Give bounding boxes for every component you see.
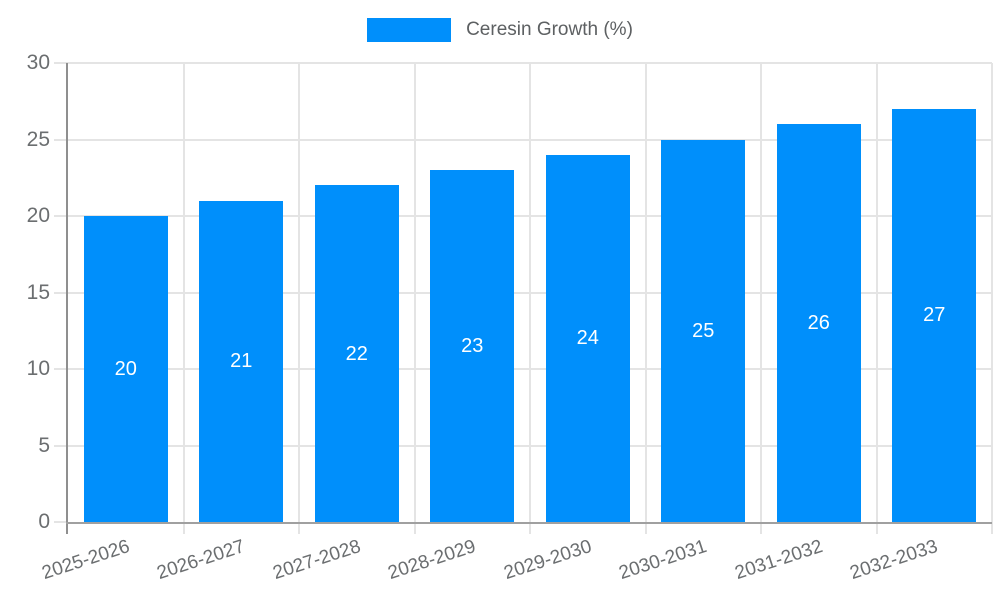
y-axis-line xyxy=(66,63,68,534)
bar-value-label: 20 xyxy=(114,358,137,380)
y-axis-tick xyxy=(54,521,68,523)
x-axis-category-label: 2027-2028 xyxy=(270,536,364,585)
y-axis-tick xyxy=(54,138,68,141)
y-axis-tick-label: 15 xyxy=(26,280,50,304)
x-axis-tick xyxy=(298,522,300,534)
x-axis-category-label: 2029-2030 xyxy=(501,536,595,585)
y-axis-tick-label: 0 xyxy=(38,510,50,533)
x-axis-tick xyxy=(875,522,878,534)
x-axis-tick xyxy=(991,522,993,534)
bar-value-label: 22 xyxy=(345,342,368,365)
gridline-vertical xyxy=(991,63,993,522)
bar[interactable] xyxy=(314,185,399,522)
gridline-vertical xyxy=(644,63,647,522)
gridline-vertical xyxy=(875,63,878,522)
bar[interactable] xyxy=(199,200,284,522)
x-axis-tick xyxy=(760,522,762,534)
bar[interactable] xyxy=(83,216,168,522)
y-axis-tick-label: 10 xyxy=(26,357,50,380)
y-axis-tick-label: 20 xyxy=(26,204,50,227)
bar[interactable] xyxy=(661,139,746,522)
bar[interactable] xyxy=(430,170,515,522)
bar-value-label: 27 xyxy=(923,304,946,327)
y-axis-tick xyxy=(54,62,68,64)
x-axis-category-label: 2030-2031 xyxy=(616,536,710,585)
legend-swatch xyxy=(367,18,452,42)
x-axis-tick xyxy=(413,522,416,534)
bar-value-label: 21 xyxy=(230,350,253,373)
y-axis-tick xyxy=(54,368,68,370)
legend[interactable]: Ceresin Growth (%) xyxy=(0,18,1000,42)
bar[interactable] xyxy=(545,154,630,522)
x-axis-tick xyxy=(182,522,185,534)
y-axis-tick xyxy=(54,291,68,294)
x-axis-category-label: 2028-2029 xyxy=(385,536,479,585)
y-axis-tick xyxy=(54,215,68,217)
bar-value-label: 23 xyxy=(461,335,484,358)
legend-label: Ceresin Growth (%) xyxy=(466,19,633,40)
gridline-vertical xyxy=(182,63,185,522)
gridline-vertical xyxy=(298,63,300,522)
bar-value-label: 25 xyxy=(692,319,715,342)
bar[interactable] xyxy=(892,108,977,522)
y-axis-tick xyxy=(54,444,68,447)
gridline-vertical xyxy=(760,63,762,522)
x-axis-category-label: 2031-2032 xyxy=(732,536,826,585)
x-axis-category-label: 2025-2026 xyxy=(39,536,133,585)
gridline-vertical xyxy=(413,63,416,522)
x-axis-tick xyxy=(529,522,531,534)
y-axis-tick-label: 25 xyxy=(26,127,50,151)
x-axis-category-label: 2026-2027 xyxy=(154,536,248,585)
bar[interactable] xyxy=(776,124,861,522)
bar-value-label: 26 xyxy=(807,312,830,335)
x-axis-category-label: 2032-2033 xyxy=(847,536,941,585)
y-axis-tick-label: 5 xyxy=(38,433,50,457)
y-axis-tick-label: 30 xyxy=(26,51,50,74)
x-axis-line xyxy=(66,522,992,524)
gridline-vertical xyxy=(529,63,531,522)
bar-value-label: 24 xyxy=(576,327,599,350)
x-axis-tick xyxy=(644,522,647,534)
